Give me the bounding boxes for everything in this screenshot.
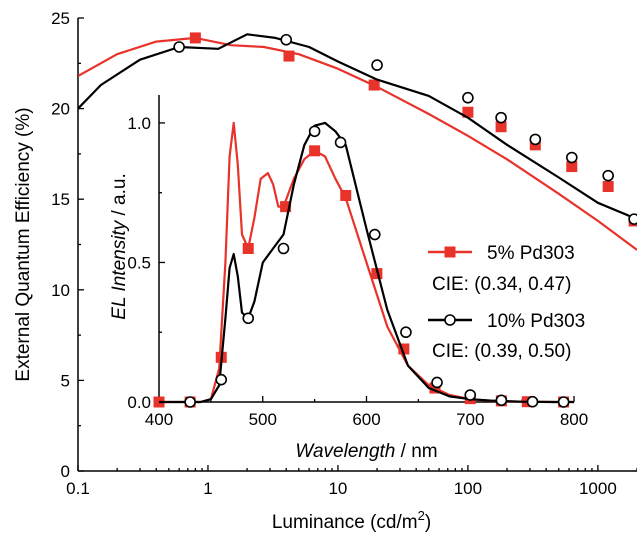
inset-plot: 0.0 0.5 1.0 400 500 600 700 800 Wavelength / nm E… xyxy=(109,95,588,462)
main-y-axis-title: External Quantum Efficiency (%) xyxy=(13,107,34,381)
legend-marker-0 xyxy=(444,246,456,258)
inset-x-tick-label: 600 xyxy=(352,410,380,429)
inset-series-0-point xyxy=(309,145,321,157)
inset-x-axis-title: Wavelength / nm xyxy=(295,441,437,462)
inset-x-tick-label: 500 xyxy=(249,410,277,429)
main-x-tick-label: 10 xyxy=(328,479,347,498)
main-series-0-point xyxy=(283,50,295,62)
main-y-tick-label: 15 xyxy=(51,190,70,209)
legend-cie-1: CIE: (0.39, 0.50) xyxy=(432,341,571,362)
inset-y-tick-label: 1.0 xyxy=(127,114,151,133)
inset-series-1-point xyxy=(400,326,412,339)
inset-series-1-point xyxy=(184,396,196,408)
inset-series-1-point xyxy=(526,395,539,408)
main-series-1-point xyxy=(462,91,474,104)
main-y-tick-label: 10 xyxy=(51,281,70,300)
inset-series-0-point xyxy=(242,243,254,254)
inset-y-tick-label: 0.0 xyxy=(127,393,151,412)
main-x-tick-label: 100 xyxy=(454,479,482,498)
legend-label-1: 10% Pd303 xyxy=(487,311,585,332)
inset-series-0-point xyxy=(340,189,352,201)
main-series-0-line xyxy=(78,36,637,251)
inset-x-tick-label: 800 xyxy=(560,410,588,429)
main-series-0-point xyxy=(368,79,380,91)
main-x-tick-label: 1 xyxy=(203,479,212,498)
main-y-tick-label: 5 xyxy=(61,371,70,390)
main-series-group xyxy=(78,32,637,251)
inset-series-1-point xyxy=(215,373,228,386)
legend-marker-1 xyxy=(444,314,456,326)
main-series-1-point xyxy=(371,59,383,71)
main-series-1-line xyxy=(78,33,637,221)
inset-series-1-point xyxy=(495,394,508,407)
main-series-1-point xyxy=(602,169,614,182)
main-y-tick-label: 25 xyxy=(51,9,70,28)
legend: 5% Pd303 CIE: (0.34, 0.47) 10% Pd303 CIE: (… xyxy=(428,243,585,362)
inset-series-1-point xyxy=(277,242,290,255)
inset-series-1-line xyxy=(159,121,574,404)
inset-series-1-point xyxy=(242,312,255,325)
inset-series-1-point xyxy=(368,228,381,241)
inset-y-tick-label: 0.5 xyxy=(127,253,151,272)
inset-series-1-point xyxy=(431,376,443,389)
legend-label-0: 5% Pd303 xyxy=(487,243,575,264)
inset-series-1-point xyxy=(557,396,570,408)
main-y-tick-label: 20 xyxy=(51,100,70,119)
legend-cie-0: CIE: (0.34, 0.47) xyxy=(432,274,571,295)
inset-series-0-point xyxy=(280,201,292,213)
inset-x-tick-label: 700 xyxy=(456,410,484,429)
inset-series-1-point xyxy=(464,389,477,401)
main-x-axis-title: Luminance (cd/m2) xyxy=(272,508,431,533)
inset-series-1-point xyxy=(308,125,321,138)
main-y-tick-label: 0 xyxy=(61,462,70,481)
inset-y-axis-title: EL Intensity / a.u. xyxy=(109,173,130,319)
main-series-1-point xyxy=(173,41,185,53)
main-series-0-point xyxy=(189,32,201,44)
main-series-0-point xyxy=(602,181,614,193)
main-series-1-point xyxy=(628,213,637,225)
main-x-tick-label: 1000 xyxy=(579,479,617,498)
main-plot: 0 5 10 15 20 25 0.1 1 10 100 1000 Luminance (cd/m2)… xyxy=(13,9,637,533)
main-series-1-point xyxy=(495,111,507,124)
main-series-1-point xyxy=(529,133,542,146)
inset-x-tick-label: 400 xyxy=(145,410,173,429)
main-series-1-point xyxy=(280,33,293,46)
main-series-1-point xyxy=(565,151,578,164)
inset-series-1-point xyxy=(334,136,347,149)
main-x-tick-label: 0.1 xyxy=(66,479,90,498)
